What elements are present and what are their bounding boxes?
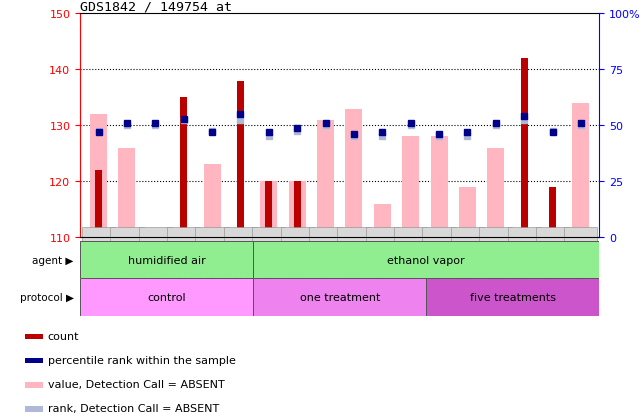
Bar xyxy=(119,148,135,237)
Bar xyxy=(431,137,447,237)
Bar xyxy=(294,182,301,237)
Text: GSM101547: GSM101547 xyxy=(548,240,557,288)
Text: one treatment: one treatment xyxy=(299,292,380,302)
Text: GSM101540: GSM101540 xyxy=(349,240,358,288)
Text: five treatments: five treatments xyxy=(470,292,556,302)
Bar xyxy=(260,182,278,237)
Text: agent ▶: agent ▶ xyxy=(32,255,74,265)
Bar xyxy=(317,120,334,237)
Bar xyxy=(288,182,306,237)
Text: humidified air: humidified air xyxy=(128,255,206,265)
Bar xyxy=(374,204,391,237)
Text: GSM101539: GSM101539 xyxy=(321,240,330,288)
Bar xyxy=(237,81,244,237)
Bar xyxy=(204,165,221,237)
Text: rank, Detection Call = ABSENT: rank, Detection Call = ABSENT xyxy=(47,404,219,413)
Bar xyxy=(265,182,272,237)
Bar xyxy=(402,137,419,237)
Text: control: control xyxy=(147,292,186,302)
Bar xyxy=(520,59,528,237)
Bar xyxy=(253,242,599,279)
Text: GDS1842 / 149754_at: GDS1842 / 149754_at xyxy=(80,0,232,13)
Text: percentile rank within the sample: percentile rank within the sample xyxy=(47,355,235,365)
Text: GSM101533: GSM101533 xyxy=(151,240,160,288)
Bar xyxy=(26,406,43,412)
Bar xyxy=(180,98,187,237)
Text: GSM101546: GSM101546 xyxy=(520,240,529,288)
Text: ethanol vapor: ethanol vapor xyxy=(387,255,465,265)
Bar xyxy=(90,115,107,237)
Text: GSM101531: GSM101531 xyxy=(94,240,103,288)
Text: GSM101534: GSM101534 xyxy=(179,240,188,288)
Text: GSM101543: GSM101543 xyxy=(435,240,444,288)
Bar xyxy=(26,358,43,363)
Bar xyxy=(345,109,362,237)
Bar xyxy=(487,148,504,237)
Text: GSM101532: GSM101532 xyxy=(122,240,131,288)
Bar xyxy=(572,104,590,237)
Text: GSM101544: GSM101544 xyxy=(463,240,472,288)
Bar xyxy=(459,187,476,237)
Bar xyxy=(26,382,43,388)
Text: GSM101535: GSM101535 xyxy=(208,240,217,288)
Text: value, Detection Call = ABSENT: value, Detection Call = ABSENT xyxy=(47,379,224,389)
Bar xyxy=(95,171,102,237)
Bar xyxy=(80,279,253,316)
Text: protocol ▶: protocol ▶ xyxy=(20,292,74,302)
Text: GSM101548: GSM101548 xyxy=(576,240,585,288)
Bar xyxy=(253,279,426,316)
Text: GSM101538: GSM101538 xyxy=(293,240,302,288)
Bar xyxy=(26,334,43,339)
Bar xyxy=(80,242,253,279)
Text: GSM101536: GSM101536 xyxy=(236,240,245,288)
Bar xyxy=(426,279,599,316)
Text: GSM101545: GSM101545 xyxy=(491,240,500,288)
Text: GSM101537: GSM101537 xyxy=(264,240,273,288)
Text: GSM101541: GSM101541 xyxy=(378,240,387,288)
Text: count: count xyxy=(47,331,79,341)
Bar xyxy=(549,187,556,237)
Text: GSM101542: GSM101542 xyxy=(406,240,415,288)
